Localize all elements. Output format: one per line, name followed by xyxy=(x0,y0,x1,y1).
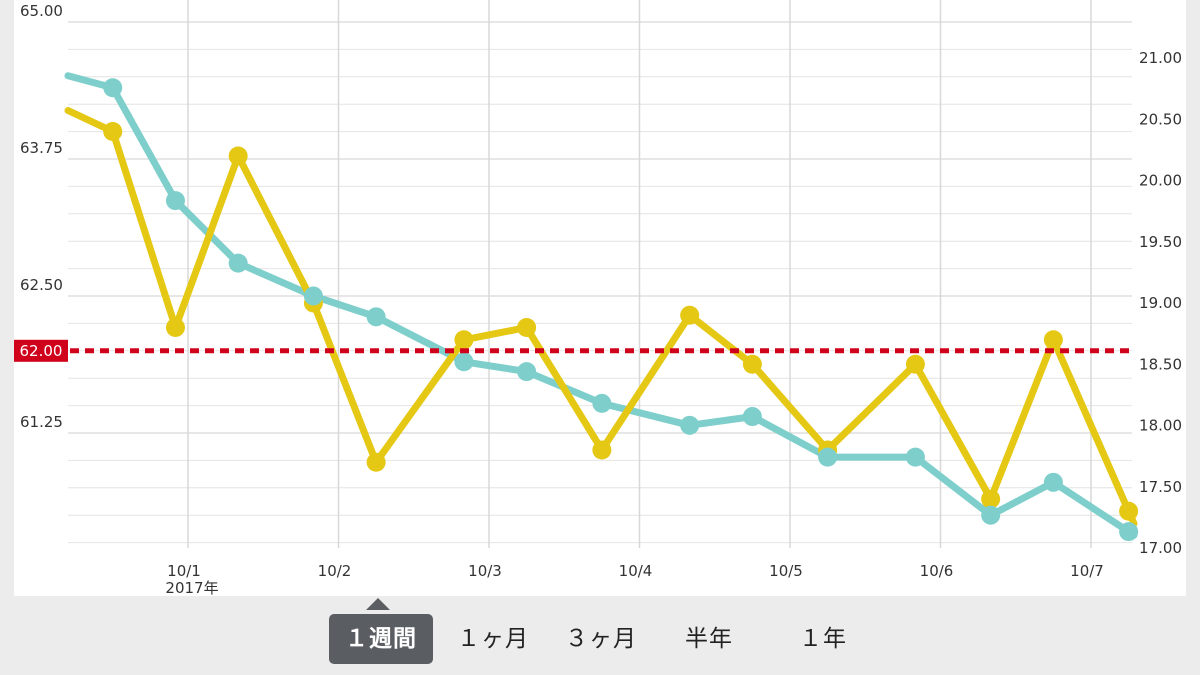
y-right-tick-label: 19.50 xyxy=(1139,233,1182,251)
x-year-label: 2017年 xyxy=(165,579,218,596)
reference-value-badge xyxy=(14,339,68,362)
yellow-data-point[interactable] xyxy=(366,452,386,472)
teal-data-point[interactable] xyxy=(103,78,123,98)
active-tab-pointer xyxy=(366,598,390,610)
teal-data-point[interactable] xyxy=(981,505,1001,525)
teal-data-point[interactable] xyxy=(303,286,323,306)
y-left-tick-label: 61.25 xyxy=(20,413,63,431)
teal-data-point[interactable] xyxy=(742,407,762,427)
x-tick-label: 10/5 xyxy=(769,562,803,580)
y-right-tick-label: 18.00 xyxy=(1139,417,1182,435)
teal-data-point[interactable] xyxy=(680,415,700,435)
y-right-tick-label: 21.00 xyxy=(1139,49,1182,67)
yellow-data-point[interactable] xyxy=(905,354,925,374)
yellow-data-point[interactable] xyxy=(592,440,612,460)
y-left-tick-label: 63.75 xyxy=(20,139,63,157)
teal-data-point[interactable] xyxy=(165,191,185,211)
tab-1-month[interactable]: １ヶ月 xyxy=(457,626,529,652)
teal-data-point[interactable] xyxy=(366,307,386,327)
yellow-data-point[interactable] xyxy=(680,305,700,325)
y-left-tick-label: 62.50 xyxy=(20,276,63,294)
line-chart[interactable]: 65.00 63.75 62.50 61.25 21.00 20.50 20.00 19.50… xyxy=(14,0,1186,596)
teal-data-point[interactable] xyxy=(818,447,838,467)
yellow-data-point[interactable] xyxy=(454,330,474,350)
tab-3-months[interactable]: ３ヶ月 xyxy=(565,626,637,652)
period-tab-bar: １週間 １ヶ月 ３ヶ月 半年 １年 xyxy=(0,598,1200,670)
yellow-data-point[interactable] xyxy=(103,122,123,141)
yellow-data-point[interactable] xyxy=(517,318,537,337)
y-right-tick-label: 17.00 xyxy=(1139,539,1182,557)
teal-data-point[interactable] xyxy=(905,447,925,467)
x-tick-label: 10/7 xyxy=(1070,562,1104,580)
x-tick-label: 10/1 xyxy=(167,562,201,580)
reference-value-label: 62.00 xyxy=(20,342,63,360)
x-tick-label: 10/4 xyxy=(619,562,653,580)
yellow-data-point[interactable] xyxy=(981,489,1001,509)
y-right-tick-label: 20.00 xyxy=(1139,172,1182,190)
yellow-series-line xyxy=(64,107,1138,527)
y-right-tick-label: 17.50 xyxy=(1139,478,1182,496)
tab-half-year[interactable]: 半年 xyxy=(685,626,733,652)
x-tick-label: 10/2 xyxy=(318,562,352,580)
y-left-tick-label: 65.00 xyxy=(20,2,63,20)
tab-1-week[interactable]: １週間 xyxy=(329,614,433,664)
yellow-data-point[interactable] xyxy=(165,318,185,337)
chart-panel[interactable]: 65.00 63.75 62.50 61.25 21.00 20.50 20.00 19.50… xyxy=(14,0,1186,596)
yellow-data-point[interactable] xyxy=(228,146,248,166)
x-tick-label: 10/6 xyxy=(920,562,954,580)
x-tick-label: 10/3 xyxy=(468,562,502,580)
yellow-data-point[interactable] xyxy=(1119,501,1139,521)
y-right-tick-label: 18.50 xyxy=(1139,355,1182,373)
teal-data-point[interactable] xyxy=(454,352,474,372)
y-right-tick-label: 19.00 xyxy=(1139,294,1182,312)
yellow-data-point[interactable] xyxy=(742,354,762,374)
teal-data-point[interactable] xyxy=(517,362,537,382)
tab-1-year[interactable]: １年 xyxy=(799,626,847,652)
yellow-data-point[interactable] xyxy=(1043,330,1063,350)
teal-data-point[interactable] xyxy=(592,393,612,413)
teal-data-point[interactable] xyxy=(1119,522,1139,542)
teal-data-point[interactable] xyxy=(228,253,248,273)
teal-data-point[interactable] xyxy=(1043,472,1063,492)
y-right-tick-label: 20.50 xyxy=(1139,110,1182,128)
